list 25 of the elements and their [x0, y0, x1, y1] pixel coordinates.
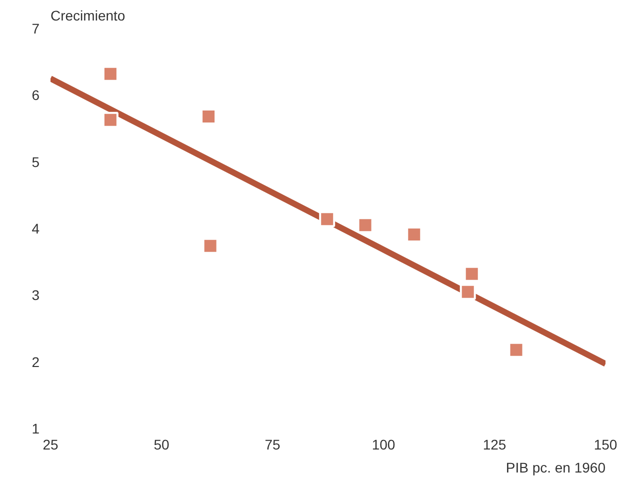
point — [460, 284, 476, 300]
y-tick-label: 1 — [32, 420, 40, 436]
point — [202, 238, 218, 254]
x-tick-label: 100 — [372, 436, 396, 452]
x-tick-label: 75 — [264, 436, 280, 452]
y-tick-label: 2 — [32, 354, 40, 370]
x-axis-title: PIB pc. en 1960 — [506, 460, 606, 476]
point — [357, 217, 374, 234]
y-tick-label: 7 — [32, 20, 40, 36]
y-tick-label: 6 — [32, 87, 40, 104]
x-tick-label: 150 — [594, 436, 618, 452]
point — [319, 211, 336, 228]
point — [406, 226, 422, 242]
x-tick-label: 25 — [42, 436, 58, 452]
x-tick-label: 125 — [482, 436, 506, 452]
y-axis-title: Crecimiento — [50, 8, 126, 24]
point — [200, 108, 217, 124]
x-tick-label: 50 — [154, 436, 170, 452]
y-tick-label: 4 — [32, 220, 40, 236]
y-tick-label: 5 — [32, 154, 40, 170]
point — [102, 112, 118, 128]
point — [508, 342, 524, 358]
y-tick-label: 3 — [32, 287, 40, 304]
point — [102, 66, 118, 82]
point — [464, 266, 480, 282]
